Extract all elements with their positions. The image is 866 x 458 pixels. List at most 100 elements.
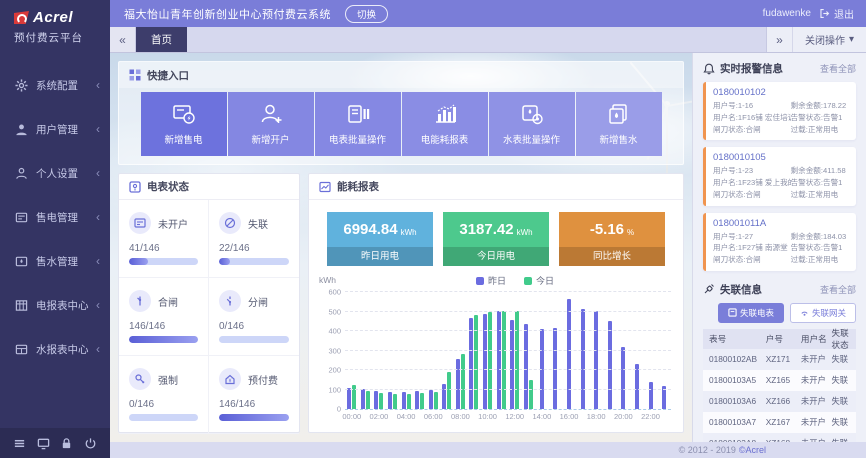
chevron-left-icon: ‹ <box>96 210 100 224</box>
table-row[interactable]: 01800103A6 XZ166 未开户 失联 <box>703 390 856 412</box>
username[interactable]: fudawenke <box>762 8 811 19</box>
offline-info-icon <box>704 284 714 294</box>
status-label: 合闸 <box>158 297 178 309</box>
collapse-tabs-icon[interactable]: « <box>110 27 136 52</box>
energy-report-header: 能耗报表 <box>309 174 683 200</box>
add-account-button[interactable]: 新增开户 <box>227 92 314 156</box>
offline-view-all-link[interactable]: 查看全部 <box>819 284 856 295</box>
meter-batch-icon <box>347 104 369 123</box>
alarm-card[interactable]: 0180010102 用户号:1-16 剩余金额:178.22 用户名:1F16… <box>703 82 856 141</box>
table-row[interactable]: 01800103A7 XZ167 未开户 失联 <box>703 411 856 433</box>
hamburger-menu-icon[interactable] <box>13 437 26 450</box>
sidebar-item-label: 售电管理 <box>36 211 78 224</box>
sidebar-item-electric-report-center[interactable]: 电报表中心 ‹ <box>0 283 110 327</box>
energy-report-button[interactable]: 电能耗报表 <box>401 92 488 156</box>
sidebar-menu: 系统配置 ‹ 用户管理 ‹ 个人设置 ‹ 售电管理 ‹ 售水管理 ‹ <box>0 63 110 371</box>
alarm-meter-number: 018001011A <box>713 217 767 229</box>
stat-label: 今日用电 <box>443 247 549 266</box>
table-row[interactable]: 01800102AB XZ171 未开户 失联 <box>703 348 856 370</box>
monitor-icon[interactable] <box>37 437 50 450</box>
tab-home[interactable]: 首页 <box>136 27 187 52</box>
offline-filter-buttons: 失联电表 失联网关 <box>693 302 866 329</box>
stat-unit: kWh <box>400 227 417 237</box>
status-switch-on: 合闸 146/146 <box>119 278 209 356</box>
add-water-sale-button[interactable]: 新增售水 <box>575 92 662 156</box>
expand-tabs-icon[interactable]: » <box>767 27 793 52</box>
alarm-panel-title: 实时报警信息 <box>720 63 783 75</box>
sidebar-item-label: 系统配置 <box>36 79 78 92</box>
chart-legend: 昨日 今日 <box>359 274 671 287</box>
alarm-field: 剩余金额:184.03 <box>790 231 847 241</box>
sidebar-item-water-sale[interactable]: 售水管理 ‹ <box>0 239 110 283</box>
chevron-left-icon: ‹ <box>96 78 100 92</box>
footer-brand-link[interactable]: ©Acrel <box>738 445 766 455</box>
add-electricity-sale-button[interactable]: 新增售电 <box>140 92 227 156</box>
chevron-left-icon: ‹ <box>96 254 100 268</box>
alarm-field: 用户号:1-27 <box>713 231 754 241</box>
alarm-field: 告警状态:告警1 <box>790 112 843 122</box>
alarm-meter-number: 0180010102 <box>713 87 766 98</box>
legend-today[interactable]: 今日 <box>524 274 554 287</box>
sidebar-item-electricity-sale[interactable]: 售电管理 ‹ <box>0 195 110 239</box>
offline-gateway-button[interactable]: 失联网关 <box>789 302 856 323</box>
offline-panel-header: 失联信息 查看全部 <box>693 278 866 303</box>
sidebar-item-water-report-center[interactable]: 水报表中心 ‹ <box>0 327 110 371</box>
table-row[interactable]: 01800103A5 XZ165 未开户 失联 <box>703 369 856 391</box>
alarm-view-all-link[interactable]: 查看全部 <box>819 64 856 74</box>
gear-icon <box>15 78 28 92</box>
stat-unit: kWh <box>516 227 533 237</box>
stat-label: 同比增长 <box>559 247 665 266</box>
chart-plot-area: 00:00 02:00 04:00 06:00 08:00 10:00 12:00 14:00… <box>328 288 671 421</box>
lock-icon[interactable] <box>60 437 73 450</box>
status-no-account: 未开户 41/146 <box>119 200 209 278</box>
energy-bar-chart: kWh 昨日 今日 00:00 02:00 04:00 06:00 08:00 10:00… <box>309 266 683 421</box>
offline-meter-button[interactable]: 失联电表 <box>717 302 784 323</box>
legend-yesterday[interactable]: 昨日 <box>475 274 506 287</box>
chevron-left-icon: ‹ <box>96 166 100 180</box>
status-progress <box>219 336 289 343</box>
alarm-card[interactable]: 0180010105 用户号:1-23 剩余金额:411.58 用户名:1F23… <box>703 147 856 206</box>
chevron-left-icon: ‹ <box>96 122 100 136</box>
sell-electricity-icon <box>172 104 195 124</box>
sidebar-item-label: 电报表中心 <box>36 299 89 312</box>
table-row[interactable]: 01800103A8XZ168未开户失联 <box>703 432 856 442</box>
force-icon <box>129 368 151 390</box>
acrel-logo-icon <box>14 11 29 24</box>
alarm-meter-number: 0180010105 <box>713 152 766 164</box>
meter-batch-operation-button[interactable]: 电表批量操作 <box>314 92 401 156</box>
status-label: 预付费 <box>248 375 278 387</box>
quick-button-label: 电能耗报表 <box>420 134 469 146</box>
alarm-field: 剩余金额:178.22 <box>790 101 847 110</box>
close-operations-dropdown[interactable]: 关闭操作 ▾ <box>793 27 866 52</box>
energy-report-panel-icon <box>319 181 331 192</box>
gateway-mini-icon <box>801 312 808 317</box>
water-meter-batch-button[interactable]: 水表批量操作 <box>488 92 575 156</box>
switch-system-button[interactable]: 切换 <box>345 4 389 23</box>
caret-down-icon: ▾ <box>848 34 854 45</box>
alarm-card[interactable]: 018001011A 用户号:1-27 剩余金额:184.03 用户名:1F27… <box>703 212 856 271</box>
stat-today-usage: 3187.42 kWh 今日用电 <box>443 212 549 266</box>
logout-label: 退出 <box>834 10 854 21</box>
alarm-field: 闸刀状态:合闸 <box>713 124 761 134</box>
power-icon[interactable] <box>84 437 97 450</box>
sidebar-item-system-config[interactable]: 系统配置 ‹ <box>0 63 110 107</box>
sidebar-item-personal-settings[interactable]: 个人设置 ‹ <box>0 151 110 195</box>
alarm-field: 告警状态:告警1 <box>790 178 843 188</box>
stat-yoy-growth: -5.16% 同比增长 <box>559 212 665 266</box>
energy-report-title: 能耗报表 <box>337 181 379 193</box>
sidebar-item-user-management[interactable]: 用户管理 ‹ <box>0 107 110 151</box>
meter-status-header: 电表状态 <box>119 174 299 200</box>
logout-button[interactable]: 退出 <box>819 6 854 21</box>
status-prepaid: ¥ 预付费 146/146 <box>209 356 299 434</box>
sell-water-icon <box>608 103 627 124</box>
stat-yesterday-usage: 6994.84 kWh 昨日用电 <box>327 212 433 266</box>
quick-entry-panel: 快捷入口 新增售电 新增开户 电表批量操作 电能耗报表 <box>118 61 684 165</box>
brand-subtitle: 预付费云平台 <box>14 32 83 44</box>
meter-status-icon <box>129 180 141 193</box>
status-value: 22/146 <box>219 243 250 254</box>
alarm-field: 用户号:1-16 <box>713 101 754 110</box>
person-icon <box>15 167 28 180</box>
switch-off-icon <box>219 290 241 312</box>
footer: © 2012 - 2019 ©Acrel <box>110 442 866 458</box>
sidebar: Acrel 预付费云平台 系统配置 ‹ 用户管理 ‹ 个人设置 ‹ 售电 <box>0 0 110 458</box>
